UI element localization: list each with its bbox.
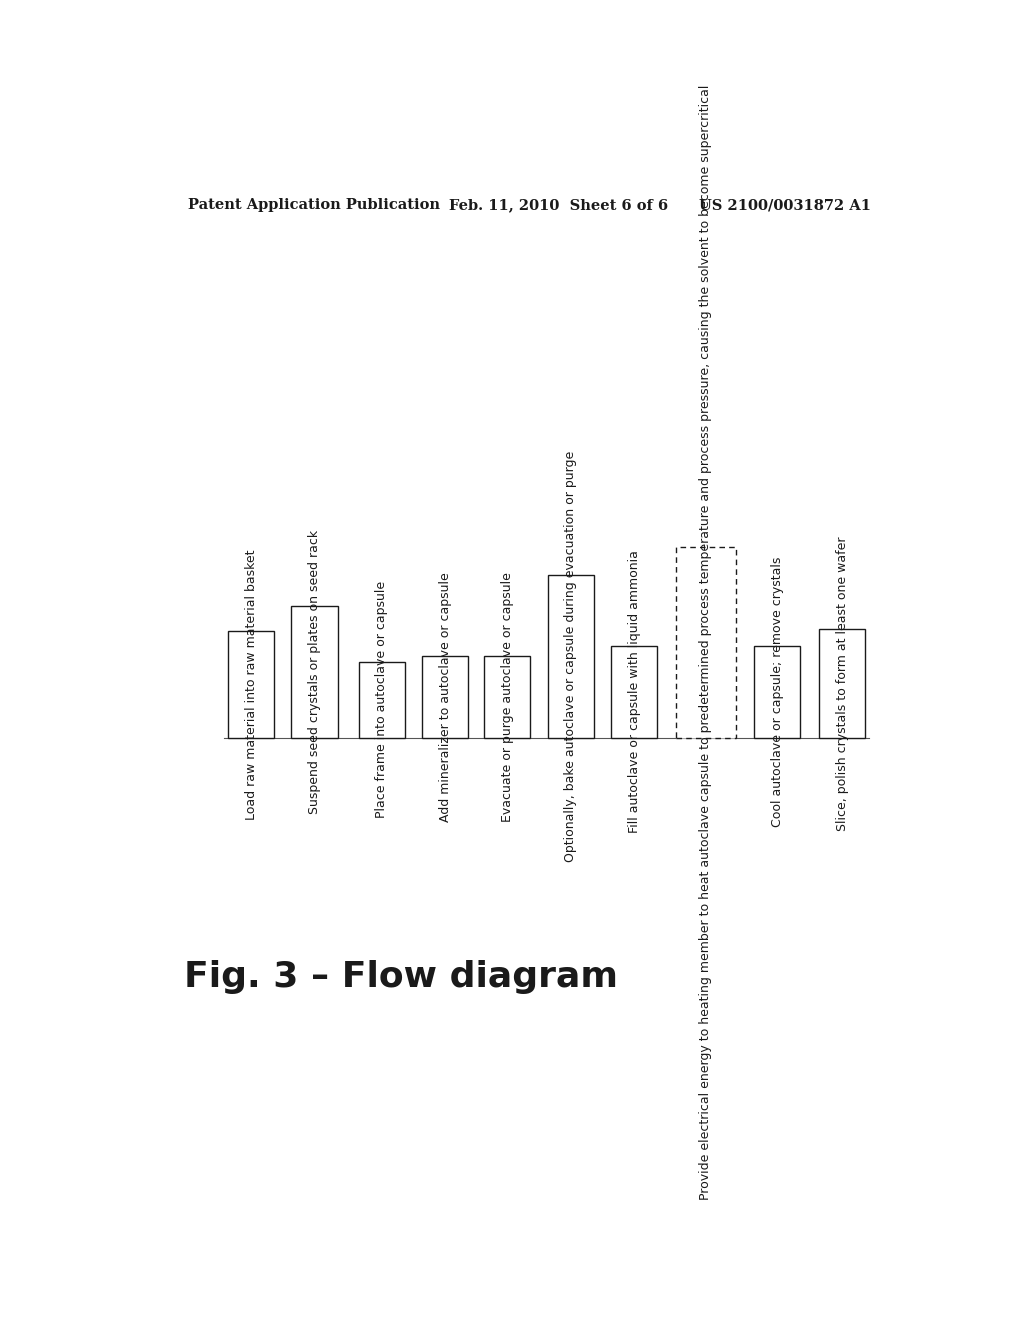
Bar — [548, 576, 594, 738]
Text: Optionally, bake autoclave or capsule during evacuation or purge: Optionally, bake autoclave or capsule du… — [564, 451, 578, 862]
Bar — [754, 647, 800, 738]
Text: Cool autoclave or capsule; remove crystals: Cool autoclave or capsule; remove crysta… — [771, 557, 783, 828]
Text: Suspend seed crystals or plates on seed rack: Suspend seed crystals or plates on seed … — [308, 529, 321, 813]
Text: Fill autoclave or capsule with liquid ammonia: Fill autoclave or capsule with liquid am… — [628, 550, 641, 833]
Bar — [423, 656, 468, 738]
Bar — [484, 656, 530, 738]
Bar — [819, 630, 865, 738]
Bar — [228, 631, 274, 738]
Text: Load raw material into raw material basket: Load raw material into raw material bask… — [245, 549, 257, 820]
Text: Patent Application Publication: Patent Application Publication — [187, 198, 439, 213]
Text: Place frame into autoclave or capsule: Place frame into autoclave or capsule — [376, 581, 388, 818]
Text: Evacuate or purge autoclave or capsule: Evacuate or purge autoclave or capsule — [501, 572, 514, 822]
Bar — [611, 647, 657, 738]
Text: Add mineralizer to autoclave or capsule: Add mineralizer to autoclave or capsule — [439, 572, 452, 822]
Text: US 2100/0031872 A1: US 2100/0031872 A1 — [699, 198, 871, 213]
Text: Fig. 3 – Flow diagram: Fig. 3 – Flow diagram — [183, 960, 617, 994]
Bar — [676, 546, 735, 738]
Text: Provide electrical energy to heating member to heat autoclave capsule to predete: Provide electrical energy to heating mem… — [699, 84, 713, 1200]
Text: Slice, polish crystals to form at least one wafer: Slice, polish crystals to form at least … — [836, 536, 849, 830]
Bar — [292, 606, 338, 738]
Text: Feb. 11, 2010  Sheet 6 of 6: Feb. 11, 2010 Sheet 6 of 6 — [450, 198, 669, 213]
Bar — [359, 661, 404, 738]
